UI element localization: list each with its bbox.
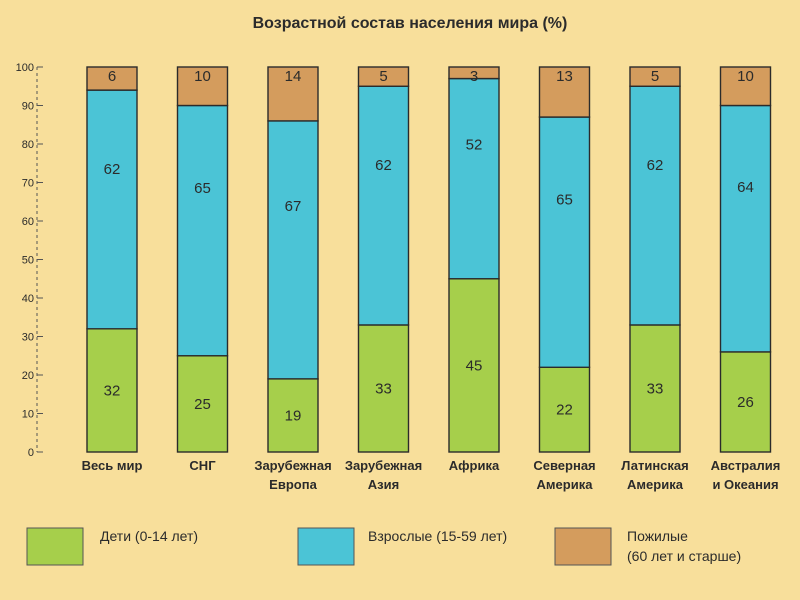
data-label: 26: [737, 394, 754, 411]
data-label: 62: [647, 157, 664, 174]
y-tick-label: 40: [22, 293, 34, 305]
category-label: Африка: [449, 458, 500, 473]
y-tick-label: 60: [22, 216, 34, 228]
data-label: 62: [104, 161, 121, 178]
category-label: Зарубежная: [254, 458, 331, 473]
bar-segment: [538, 116, 591, 369]
y-tick-label: 100: [16, 62, 34, 74]
legend: Дети (0-14 лет) Взрослые (15-59 лет) Пожил…: [26, 527, 741, 566]
bar-segment: [448, 77, 500, 280]
category-label: Весь мир: [82, 458, 143, 473]
bar-segment: [719, 104, 772, 353]
category-labels: Весь мир СНГ Зарубежная Европа Зарубежная Ази…: [82, 458, 781, 492]
bar-segment: [86, 89, 138, 330]
data-label: 6: [108, 68, 116, 85]
data-label: 52: [466, 137, 483, 154]
bar-segment: [357, 66, 410, 87]
legend-swatch: [554, 527, 612, 566]
data-label: 32: [104, 382, 121, 399]
data-label: 65: [556, 192, 573, 209]
legend-swatch: [297, 527, 355, 566]
legend-label: Взрослые (15-59 лет): [368, 528, 507, 544]
bar-segment: [176, 66, 229, 107]
bar-segment: [86, 328, 138, 453]
bars: 3262625651019671433625455232265133362526…: [86, 66, 772, 453]
data-label: 65: [194, 180, 211, 197]
legend-label: Пожилые: [627, 528, 688, 544]
data-label: 45: [466, 357, 483, 374]
data-label: 33: [647, 380, 664, 397]
category-label: Зарубежная: [345, 458, 422, 473]
category-label: Северная: [533, 458, 595, 473]
data-label: 3: [470, 68, 478, 85]
bar-segment: [357, 85, 410, 326]
legend-swatch: [26, 527, 84, 566]
category-label: СНГ: [189, 458, 216, 473]
data-label: 13: [556, 68, 573, 85]
chart-title: Возрастной состав населения мира (%): [253, 15, 568, 32]
bar-segment: [267, 66, 319, 122]
bar-segment: [629, 324, 681, 453]
data-label: 5: [379, 68, 387, 85]
legend-label: Дети (0-14 лет): [100, 528, 198, 544]
bar-segment: [448, 278, 500, 453]
data-label: 19: [285, 407, 302, 424]
y-tick-label: 80: [22, 139, 34, 151]
category-label: и Океания: [712, 477, 778, 492]
bar-segment: [538, 66, 591, 118]
data-label: 25: [194, 396, 211, 413]
bar-segment: [267, 378, 319, 453]
data-label: 5: [651, 68, 659, 85]
data-label: 33: [375, 380, 392, 397]
y-tick-label: 10: [22, 409, 34, 421]
category-label: Австралия: [711, 458, 781, 473]
legend-label: (60 лет и старше): [627, 548, 741, 564]
data-label: 14: [285, 68, 302, 85]
data-label: 10: [194, 68, 211, 85]
y-tick-label: 0: [28, 447, 34, 459]
data-label: 22: [556, 402, 573, 419]
y-tick-label: 70: [22, 178, 34, 190]
category-label: Америка: [537, 477, 594, 492]
data-label: 10: [737, 68, 754, 85]
category-label: Америка: [627, 477, 684, 492]
bar-segment: [719, 66, 772, 107]
bar-segment: [719, 351, 772, 453]
bar-segment: [629, 85, 681, 326]
y-axis: 0 10 20 30 40 50 60 70 80 90 100: [16, 62, 43, 459]
bar-segment: [538, 366, 591, 453]
bar-segment: [357, 324, 410, 453]
bar-segment: [267, 120, 319, 380]
data-label: 64: [737, 179, 754, 196]
category-label: Латинская: [621, 458, 688, 473]
y-tick-label: 50: [22, 255, 34, 267]
y-tick-label: 90: [22, 101, 34, 113]
bar-segment: [176, 104, 229, 357]
category-label: Азия: [368, 477, 399, 492]
bar-segment: [86, 66, 138, 91]
y-tick-label: 30: [22, 332, 34, 344]
category-label: Европа: [269, 477, 317, 492]
bar-segment: [448, 66, 500, 80]
y-tick-label: 20: [22, 370, 34, 382]
data-label: 62: [375, 157, 392, 174]
bar-segment: [629, 66, 681, 87]
data-label: 67: [285, 198, 302, 215]
